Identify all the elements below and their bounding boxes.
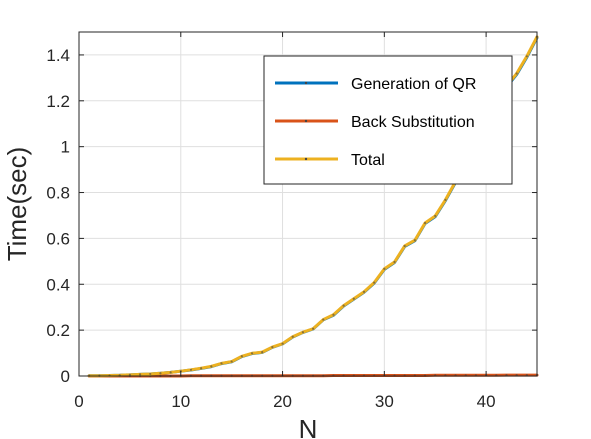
data-point xyxy=(281,342,284,345)
data-point xyxy=(149,372,152,376)
legend-marker xyxy=(304,157,308,161)
legend-items: Generation of QR Back Substitution Total xyxy=(275,76,476,169)
x-tick-label: 40 xyxy=(477,392,496,411)
data-point xyxy=(169,371,172,374)
legend-marker xyxy=(304,119,308,123)
x-tick-label: 10 xyxy=(171,392,190,411)
y-tick-label: 0.4 xyxy=(46,275,70,294)
data-point xyxy=(159,372,162,375)
legend-marker xyxy=(304,81,308,85)
data-point xyxy=(301,331,305,334)
x-tick-label: 30 xyxy=(375,392,394,411)
data-point xyxy=(240,355,243,358)
legend-entry: Generation of QR xyxy=(275,76,476,93)
data-point xyxy=(444,198,447,201)
data-point xyxy=(230,360,233,363)
data-point xyxy=(220,362,223,365)
data-point xyxy=(515,72,518,75)
data-point xyxy=(362,290,366,293)
data-point xyxy=(291,335,294,338)
y-tick-label: 1 xyxy=(61,138,70,157)
data-point xyxy=(413,239,416,242)
data-point xyxy=(383,267,386,271)
data-point xyxy=(423,221,427,225)
data-point xyxy=(322,318,325,321)
x-tick-label: 0 xyxy=(74,392,83,411)
axis-ticks: 0 10 20 30 40 0 0.2 0.4 0.6 0.8 1 1.2 1.4 xyxy=(46,32,537,411)
y-tick-label: 0.2 xyxy=(46,321,70,340)
data-point xyxy=(311,327,315,330)
data-point xyxy=(352,297,355,300)
y-tick-label: 1.2 xyxy=(46,92,70,111)
x-axis-label: N xyxy=(299,414,318,439)
data-point xyxy=(128,373,131,376)
data-point xyxy=(342,304,345,307)
legend-entry: Total xyxy=(275,152,385,169)
x-tick-label: 20 xyxy=(273,392,292,411)
series-3-points xyxy=(88,35,539,377)
y-tick-label: 0 xyxy=(61,367,70,386)
data-point xyxy=(189,368,193,371)
data-point xyxy=(261,351,264,354)
data-point xyxy=(393,260,396,264)
legend-label: Generation of QR xyxy=(351,76,476,93)
data-point xyxy=(434,214,437,218)
y-tick-label: 0.8 xyxy=(46,184,70,203)
data-point xyxy=(210,365,213,368)
legend-entry: Back Substitution xyxy=(275,114,475,131)
y-axis-label: Time(sec) xyxy=(2,147,32,262)
data-point xyxy=(271,346,274,349)
data-point xyxy=(373,281,376,284)
data-point xyxy=(250,352,254,355)
y-tick-label: 1.4 xyxy=(46,46,70,65)
plot-area-frame xyxy=(78,31,538,377)
data-point xyxy=(200,367,203,370)
data-point xyxy=(403,244,406,248)
data-point xyxy=(138,373,142,376)
legend-label: Total xyxy=(351,152,385,169)
legend: Generation of QR Back Substitution Total xyxy=(263,55,513,185)
data-point xyxy=(332,313,335,316)
y-tick-label: 0.6 xyxy=(46,229,70,248)
legend-label: Back Substitution xyxy=(351,114,475,131)
data-point xyxy=(525,55,528,58)
